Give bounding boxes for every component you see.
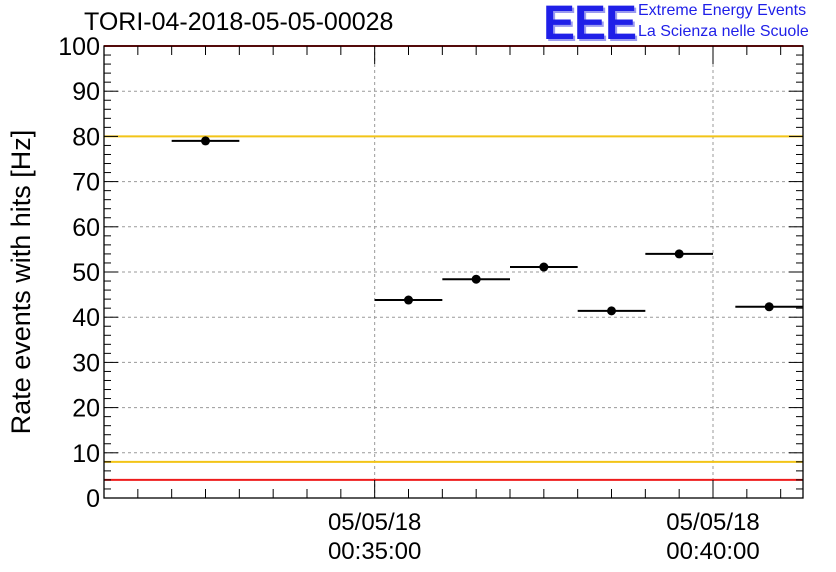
data-point bbox=[510, 262, 578, 272]
x-tick-label: 00:35:00 bbox=[328, 538, 421, 565]
data-point-marker bbox=[404, 295, 414, 305]
x-tick-label: 05/05/18 bbox=[666, 509, 759, 536]
y-axis-label: Rate events with hits [Hz] bbox=[6, 130, 36, 435]
data-point-marker bbox=[764, 302, 774, 312]
y-tick-label: 80 bbox=[72, 123, 100, 151]
data-point-marker bbox=[674, 249, 684, 259]
data-point bbox=[442, 274, 511, 284]
data-point-marker bbox=[471, 274, 481, 284]
data-point-marker bbox=[201, 136, 211, 146]
data-point bbox=[577, 306, 646, 316]
chart-title: TORI-04-2018-05-05-00028 bbox=[84, 8, 394, 36]
data-point bbox=[735, 302, 803, 312]
data-point bbox=[645, 249, 714, 259]
y-tick-label: 60 bbox=[72, 214, 100, 242]
y-tick-label: 20 bbox=[72, 395, 100, 423]
logo-line-2: La Scienza nelle Scuole bbox=[638, 23, 809, 40]
y-tick-label: 70 bbox=[72, 169, 100, 197]
y-tick-label: 10 bbox=[72, 440, 100, 468]
logo-line-1: Extreme Energy Events bbox=[638, 2, 807, 19]
y-tick-label: 30 bbox=[72, 349, 100, 377]
y-tick-label: 90 bbox=[72, 78, 100, 106]
y-tick-label: 100 bbox=[58, 33, 100, 61]
y-tick-label: 40 bbox=[72, 304, 100, 332]
y-tick-label: 50 bbox=[72, 259, 100, 287]
x-tick-label: 05/05/18 bbox=[328, 509, 421, 536]
data-point bbox=[171, 136, 240, 146]
x-tick-label: 00:40:00 bbox=[666, 538, 759, 565]
data-point-marker bbox=[539, 262, 549, 272]
data-point bbox=[374, 295, 443, 305]
y-tick-label: 0 bbox=[86, 485, 100, 513]
eee-logo: EEE bbox=[543, 0, 637, 50]
data-point-marker bbox=[607, 306, 617, 316]
